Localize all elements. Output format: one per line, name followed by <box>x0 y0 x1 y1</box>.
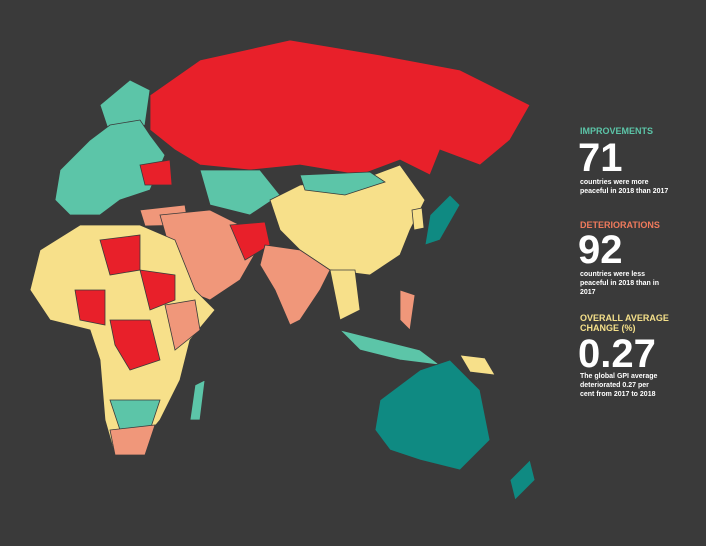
kazakhstan <box>199 169 281 216</box>
central-africa <box>109 319 161 371</box>
japan <box>424 194 461 246</box>
deteriorations-description: countries were less peaceful in 2018 tha… <box>580 271 659 296</box>
east-africa <box>164 299 201 351</box>
deteriorations-label: DETERIORATIONS <box>580 220 660 230</box>
nigeria <box>74 289 106 326</box>
russia <box>149 39 531 176</box>
philippines <box>399 289 416 331</box>
mongolia <box>299 171 386 196</box>
india <box>259 244 331 326</box>
world-map <box>29 39 536 501</box>
improvements-label: IMPROVEMENTS <box>580 126 654 136</box>
korea <box>411 207 425 231</box>
deteriorations-number: 92 <box>578 228 623 272</box>
average-change-description: The global GPI average deteriorated 0.27… <box>580 373 658 398</box>
indonesia <box>338 329 442 366</box>
new-zealand <box>509 459 536 501</box>
improvements-description: countries were more peaceful in 2018 tha… <box>580 179 669 195</box>
average-change-number: 0.27 <box>578 332 656 376</box>
average-change-label: OVERALL AVERAGE CHANGE (%) <box>580 313 669 333</box>
improvements-number: 71 <box>578 136 623 180</box>
ukraine <box>139 159 173 186</box>
south-africa <box>109 424 156 456</box>
mainland-southeast-asia <box>329 269 361 321</box>
afghanistan <box>229 221 271 261</box>
papua-new-guinea <box>459 354 496 376</box>
madagascar <box>189 379 206 421</box>
sudan <box>139 269 176 311</box>
australia <box>374 359 491 471</box>
